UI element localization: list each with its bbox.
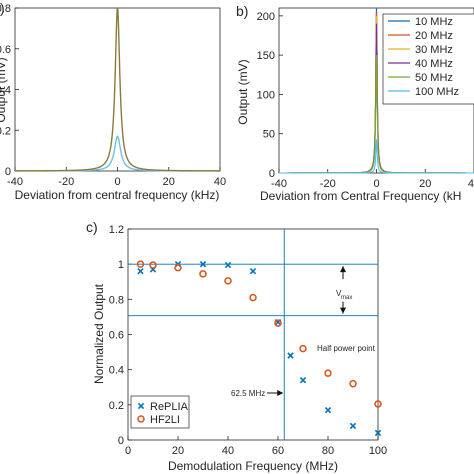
- panel-c-vmax-label: V: [336, 289, 342, 298]
- panel-c-cutoff-arrow-head: [277, 390, 284, 396]
- panel-c-y-tick-label: 0.8: [109, 294, 124, 306]
- panel-a-y-tick-label: 0.2: [0, 125, 11, 137]
- panel-a-label: ): [0, 0, 5, 16]
- panel-c-replia-point: [349, 422, 357, 430]
- panel-c-replia-point: [324, 406, 332, 414]
- panel-a-y-tick-label: 0.4: [0, 85, 11, 97]
- panel-a-series-line: [15, 7, 220, 172]
- panel-b-legend: [382, 13, 474, 105]
- panel-b-x-tick-label: -40: [271, 178, 287, 190]
- panel-a-series-line: [15, 135, 220, 172]
- panel-c-hf2li-point: [174, 263, 182, 272]
- panel-b-y-tick-label: 50: [263, 129, 275, 141]
- panel-a-x-tick-label: 0: [114, 176, 120, 188]
- panel-a-y-tick-label: 0: [5, 166, 11, 178]
- panel-b-legend-label: 50 MHz: [415, 72, 453, 84]
- panel-c-hf2li-point: [349, 379, 357, 388]
- panel-c-hf2li-point: [324, 369, 332, 377]
- panel-b-x-tick-label: 0: [373, 178, 379, 190]
- panel-c-label: c): [86, 219, 98, 235]
- panel-c-replia-point: [287, 352, 294, 359]
- panel-c-y-axis-label: Normalized Output: [92, 283, 106, 384]
- panel-c-hf2li-point: [274, 319, 282, 327]
- panel-c-replia-point: [199, 261, 207, 268]
- panel-c-halfpower-arrow-head: [340, 307, 346, 314]
- panel-c-y-tick-label: 0.4: [109, 365, 124, 377]
- panel-a-x-axis-label: Deviation from central frequency (kHz): [15, 188, 220, 202]
- panel-c-x-tick-label: 20: [172, 445, 184, 457]
- panel-c-y-tick-label: 1.2: [109, 224, 124, 236]
- panel-c-x-tick-label: 40: [222, 445, 234, 457]
- panel-b: -40 -20 0 20 40 0 50 100 150 200 10 MHz 20 MHz 30 MH…: [236, 3, 474, 203]
- panel-c-x-axis-label: Demodulation Frequency (MHz): [168, 459, 338, 473]
- panel-b-y-tick-label: 150: [257, 50, 275, 62]
- panel-c-replia-point: [224, 261, 232, 269]
- panel-b-x-tick-label: -20: [320, 178, 336, 190]
- panel-c-replia-point: [249, 268, 257, 275]
- panel-a-y-tick-label: 0.6: [0, 44, 11, 56]
- panel-b-legend-label: 40 MHz: [415, 58, 453, 70]
- panel-b-legend-label: 30 MHz: [415, 44, 453, 56]
- panel-a-axes-box: [14, 7, 221, 172]
- panel-b-x-tick-label: 40: [468, 178, 474, 190]
- panel-b-y-axis-label: Output (mV): [236, 59, 250, 124]
- panel-c-hf2li-point: [299, 344, 307, 353]
- panel-c-y-tick-label: 0.2: [109, 400, 124, 412]
- panel-c-legend-label: HF2LI: [150, 414, 180, 426]
- panel-c-hf2li-point: [199, 270, 207, 278]
- panel-a-x-tick-label: -40: [7, 176, 23, 188]
- panel-c-hf2li-point: [224, 277, 232, 285]
- panel-c-legend-label: RePLIA: [150, 401, 189, 413]
- panel-b-legend-label: 100 MHz: [415, 86, 459, 98]
- panel-c-legend-marker: [137, 402, 145, 410]
- panel-c-y-tick-label: 0.6: [109, 330, 124, 342]
- panel-c-hf2li-point: [249, 293, 257, 302]
- panel-c-hf2li-point: [374, 400, 382, 408]
- panel-c-x-tick-label: 60: [272, 445, 284, 457]
- panel-c-y-tick-label: 0: [118, 435, 124, 447]
- panel-b-legend-label: 20 MHz: [415, 30, 453, 42]
- panel-b-y-tick-label: 0: [269, 168, 275, 180]
- panel-c-replia-point: [374, 429, 382, 437]
- panel-c-x-tick-label: 0: [125, 445, 131, 457]
- panel-c-half-power-label: Half power point: [317, 344, 376, 353]
- panel-c-vmax-arrow-head: [340, 266, 346, 273]
- panel-b-series-line: [279, 138, 474, 174]
- panel-a-x-tick-label: 40: [214, 176, 226, 188]
- panel-c-x-tick-label: 100: [369, 445, 387, 457]
- panel-c-y-tick-label: 1: [118, 259, 124, 271]
- panel-c-replia-point: [137, 268, 144, 275]
- panel-a-x-tick-label: -20: [58, 176, 74, 188]
- panel-b-x-tick-label: 20: [419, 178, 431, 190]
- panel-c-replia-point: [299, 377, 307, 384]
- panel-c-hf2li-point: [149, 261, 157, 269]
- panel-c-hf2li-point: [136, 260, 145, 268]
- panel-b-label: b): [236, 3, 248, 19]
- panel-a-y-tick-label: 0.8: [0, 3, 11, 15]
- panel-a-y-axis-label: Output (mV): [0, 57, 8, 122]
- panel-b-x-axis-label: Deviation from Central Frequency (kH: [260, 189, 461, 203]
- panel-b-y-tick-label: 200: [257, 11, 275, 23]
- panel-c-legend-marker: [137, 415, 145, 423]
- panel-c-vmax-subscript: max: [341, 295, 352, 301]
- panel-c: 0 20 40 60 80 100 0 0.2 0.4 0.6 0.8 1 1.2 V max Half po…: [86, 219, 387, 473]
- panel-c-x-tick-label: 80: [322, 445, 334, 457]
- panel-c-cutoff-label: 62.5 MHz: [231, 389, 265, 398]
- panel-b-y-tick-label: 100: [257, 89, 275, 101]
- panel-a-x-tick-label: 20: [163, 176, 175, 188]
- panel-b-legend-label: 10 MHz: [415, 16, 453, 28]
- panel-a: -40 -20 0 20 40 0 0.2 0.4 0.6 0.8) Deviation from …: [0, 0, 226, 202]
